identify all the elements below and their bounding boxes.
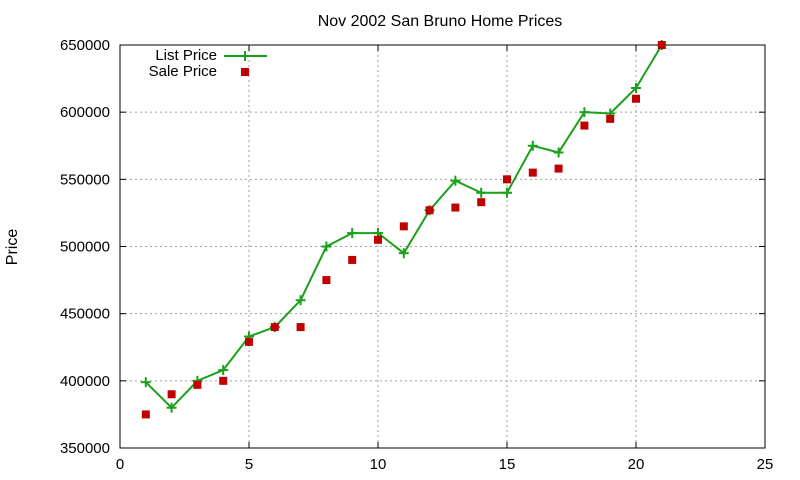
sale-price-point [270,323,279,332]
legend-label-list-price: List Price [155,47,217,64]
sale-price-point [554,164,563,173]
sale-price-point [477,198,486,207]
grid-lines [120,45,765,448]
legend: List Price Sale Price [149,47,267,80]
x-tick-label: 15 [499,456,516,473]
sale-price-point [219,376,228,385]
sale-price-point [399,222,408,231]
sale-price-point [296,323,305,332]
list-price-point [166,402,177,413]
sale-price-point [657,41,666,49]
sale-price-point [167,390,176,399]
legend-swatch-list-price-marker [240,51,250,61]
x-tick-label: 0 [116,456,124,473]
list-price-point [140,377,151,388]
x-tick-label: 20 [628,456,645,473]
sale-price-point [193,380,202,389]
sale-price-point [580,121,589,130]
x-tick-label: 5 [245,456,253,473]
sale-price-point [503,175,511,184]
sale-price-point [425,206,434,215]
y-tick-label: 500000 [60,239,110,256]
list-price-point [631,82,641,93]
list-price-point [553,147,564,158]
legend-swatch-sale-price-marker [241,68,249,76]
x-tick-label: 25 [757,456,774,473]
y-tick-label: 600000 [60,104,110,121]
sale-price-point [528,168,537,177]
list-price-point [450,175,461,186]
sale-price-point [141,410,150,419]
list-price-point [398,248,409,259]
series-sale-price [141,41,666,419]
list-price-point [527,140,538,151]
list-price-point [218,365,229,376]
list-price-point [347,228,358,239]
y-tick-label: 550000 [60,171,110,188]
sale-price-point [245,337,253,346]
legend-swatches [224,51,267,76]
y-tick-label: 350000 [60,440,110,457]
y-tick-label: 650000 [60,37,110,54]
legend-label-sale-price: Sale Price [149,63,217,80]
list-price-point [476,187,487,198]
list-price-point [321,241,332,252]
y-tick-label: 400000 [60,373,110,390]
sale-price-point [348,255,357,264]
sale-price-point [632,94,640,103]
axis-ticks: 0 5 10 15 20 25 350000 400000 450000 500000 550000… [60,37,773,473]
list-price-point [579,107,590,118]
sale-price-point [451,203,460,212]
x-tick-label: 10 [370,456,387,473]
chart-title: Nov 2002 San Bruno Home Prices [318,13,563,30]
y-axis-label: Price [4,229,21,266]
series-layer [140,40,667,419]
list-price-point [295,295,306,306]
sale-price-point [606,114,615,123]
sale-price-point [322,276,331,285]
list-price-point [502,187,512,198]
sale-price-point [374,235,382,244]
y-tick-label: 450000 [60,306,110,323]
